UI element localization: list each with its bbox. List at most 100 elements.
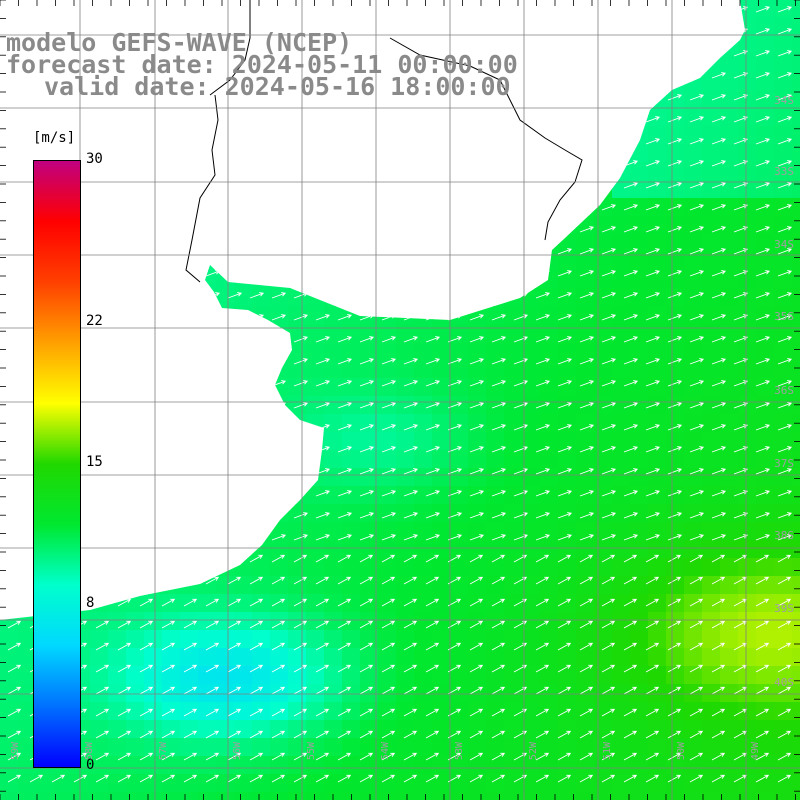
wind-speed-cell <box>324 468 343 487</box>
wind-arrow <box>161 620 176 629</box>
wind-arrow <box>689 490 705 497</box>
wind-speed-cell <box>702 198 721 217</box>
wind-arrow <box>403 424 419 431</box>
wind-arrow <box>95 664 110 673</box>
wind-arrow <box>491 598 506 607</box>
wind-arrow <box>579 270 595 277</box>
wind-arrow <box>623 248 639 255</box>
wind-arrow <box>645 708 660 717</box>
wind-speed-cell <box>558 504 577 523</box>
wind-arrow <box>337 774 352 783</box>
wind-arrow <box>667 204 683 211</box>
wind-speed-cell <box>486 576 505 595</box>
wind-speed-cell <box>360 576 379 595</box>
wind-speed-cell <box>270 576 289 595</box>
wind-arrow <box>491 446 507 453</box>
wind-speed-cell <box>522 342 541 361</box>
wind-arrow <box>249 598 264 607</box>
wind-speed-cell <box>612 522 631 541</box>
wind-arrow <box>491 424 507 431</box>
wind-arrow <box>403 642 418 651</box>
wind-arrow <box>535 730 550 739</box>
wind-speed-cell <box>648 594 667 613</box>
wind-arrow <box>491 380 507 387</box>
wind-speed-cell <box>396 792 415 800</box>
wind-speed-cell <box>522 720 541 739</box>
wind-speed-cell <box>630 378 649 397</box>
wind-speed-cell <box>774 54 793 73</box>
wind-speed-cell <box>360 756 379 775</box>
wind-arrow <box>513 468 529 475</box>
wind-speed-cell <box>720 360 739 379</box>
wind-speed-cell <box>558 540 577 559</box>
wind-speed-cell <box>324 702 343 721</box>
wind-speed-cell <box>720 774 739 793</box>
wind-speed-cell <box>738 234 757 253</box>
wind-speed-cell <box>720 540 739 559</box>
wind-speed-cell <box>612 486 631 505</box>
wind-speed-cell <box>324 576 343 595</box>
wind-speed-cell <box>432 720 451 739</box>
wind-speed-cell <box>792 306 800 325</box>
wind-speed-cell <box>756 306 775 325</box>
wind-speed-cell <box>612 468 631 487</box>
wind-speed-cell <box>612 558 631 577</box>
wind-speed-cell <box>720 306 739 325</box>
wind-arrow <box>315 490 331 497</box>
wind-arrow <box>139 752 154 761</box>
wind-arrow <box>491 512 507 519</box>
wind-speed-cell <box>396 594 415 613</box>
wind-speed-cell <box>450 342 469 361</box>
wind-speed-cell <box>666 612 685 631</box>
wind-arrow <box>491 664 506 673</box>
wind-arrow <box>513 446 529 453</box>
wind-arrow <box>469 554 484 563</box>
wind-arrow <box>557 424 573 431</box>
wind-arrow <box>733 138 749 145</box>
wind-speed-cell <box>180 774 199 793</box>
wind-speed-cell <box>540 684 559 703</box>
wind-speed-cell <box>414 522 433 541</box>
wind-speed-cell <box>324 378 343 397</box>
wind-speed-cell <box>18 630 37 649</box>
wind-speed-cell <box>450 522 469 541</box>
wind-arrow <box>733 204 749 211</box>
wind-arrow <box>667 534 683 541</box>
wind-speed-cell <box>306 324 325 343</box>
wind-speed-cell <box>432 558 451 577</box>
wind-arrow <box>733 270 749 277</box>
longitude-label: 52W <box>528 742 539 761</box>
wind-arrow <box>711 490 727 497</box>
wind-speed-cell <box>504 342 523 361</box>
wind-speed-cell <box>594 648 613 667</box>
wind-arrow <box>689 182 705 189</box>
wind-speed-cell <box>774 162 793 181</box>
wind-speed-cell <box>288 558 307 577</box>
wind-speed-cell <box>648 450 667 469</box>
wind-speed-cell <box>324 540 343 559</box>
wind-arrow <box>249 620 264 629</box>
wind-arrow <box>689 708 704 717</box>
wind-speed-cell <box>756 36 775 55</box>
wind-speed-cell <box>630 234 649 253</box>
wind-arrow <box>337 598 352 607</box>
wind-arrow <box>557 576 572 585</box>
wind-arrow <box>667 292 683 299</box>
wind-arrow <box>667 576 682 585</box>
wind-speed-cell <box>702 486 721 505</box>
wind-speed-cell <box>432 612 451 631</box>
wind-arrow <box>161 642 176 651</box>
wind-speed-cell <box>756 414 775 433</box>
wind-speed-cell <box>684 198 703 217</box>
wind-speed-cell <box>684 414 703 433</box>
wind-arrow <box>403 708 418 717</box>
wind-arrow <box>711 598 726 607</box>
wind-speed-cell <box>558 720 577 739</box>
wind-speed-cell <box>558 756 577 775</box>
wind-arrow <box>777 226 793 233</box>
wind-speed-cell <box>684 756 703 775</box>
wind-arrow <box>601 446 617 453</box>
wind-speed-cell <box>720 252 739 271</box>
wind-speed-cell <box>720 486 739 505</box>
wind-speed-cell <box>180 612 199 631</box>
